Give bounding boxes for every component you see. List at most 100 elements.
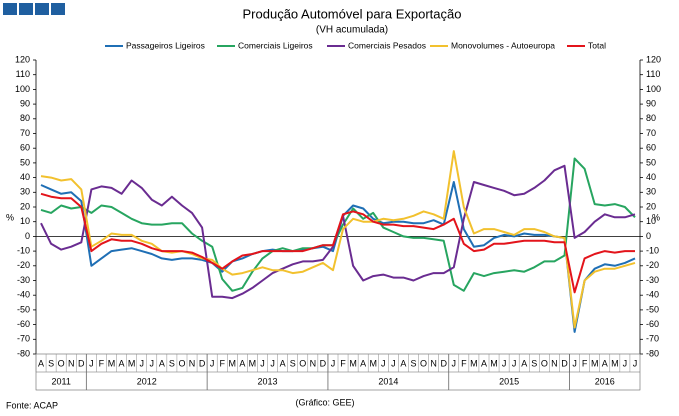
x-tick-label: S	[290, 358, 296, 368]
x-tick-label: S	[169, 358, 175, 368]
x-tick-label: M	[470, 358, 478, 368]
x-tick-label: O	[178, 358, 185, 368]
y-tick-label: 100	[15, 84, 30, 94]
year-label: 2015	[499, 376, 519, 386]
x-tick-label: D	[320, 358, 327, 368]
y-axis-label: %	[6, 212, 14, 222]
x-tick-label: J	[331, 358, 336, 368]
x-tick-label: J	[210, 358, 215, 368]
x-tick-label: S	[531, 358, 537, 368]
x-tick-label: J	[633, 358, 638, 368]
x-tick-label: A	[400, 358, 406, 368]
year-label: 2012	[137, 376, 157, 386]
y-tick-label: 40	[20, 172, 30, 182]
year-label: 2014	[378, 376, 398, 386]
chart-title: Produção Automóvel para Exportação	[243, 6, 462, 21]
x-tick-label: F	[582, 358, 588, 368]
y2-tick-label: 40	[646, 172, 656, 182]
legend-label: Comerciais Pesados	[348, 40, 426, 50]
y-tick-label: 120	[15, 54, 30, 64]
x-tick-label: S	[410, 358, 416, 368]
y2-tick-label: -20	[646, 260, 659, 270]
chart-subtitle: (VH acumulada)	[316, 25, 388, 36]
x-tick-label: D	[78, 358, 85, 368]
x-tick-label: O	[541, 358, 548, 368]
y2-tick-label: -10	[646, 245, 659, 255]
x-tick-label: A	[602, 358, 608, 368]
y-tick-label: 70	[20, 128, 30, 138]
legend-label: Total	[588, 40, 606, 50]
x-tick-label: J	[89, 358, 94, 368]
legend-label: Passageiros Ligeiros	[126, 40, 205, 50]
y2-tick-label: -70	[646, 334, 659, 344]
y-tick-label: 60	[20, 143, 30, 153]
x-tick-label: M	[591, 358, 599, 368]
y-tick-label: -60	[17, 319, 30, 329]
legend-label: Monovolumes - Autoeuropa	[451, 40, 555, 50]
series-line	[40, 157, 636, 292]
y-tick-label: 30	[20, 187, 30, 197]
y-tick-label: 90	[20, 98, 30, 108]
year-label: 2011	[51, 376, 70, 386]
series-line	[40, 192, 635, 294]
y-tick-label: 20	[20, 201, 30, 211]
y-tick-label: 10	[20, 216, 30, 226]
x-tick-label: N	[310, 358, 317, 368]
x-tick-label: J	[270, 358, 275, 368]
y-tick-label: -30	[17, 275, 30, 285]
x-tick-label: N	[551, 358, 558, 368]
y2-tick-label: -60	[646, 319, 659, 329]
y-tick-label: -80	[17, 348, 30, 358]
y2-tick-label: 100	[646, 84, 661, 94]
x-tick-label: J	[381, 358, 386, 368]
x-tick-label: M	[128, 358, 136, 368]
logo-block	[51, 3, 65, 15]
x-tick-label: O	[58, 358, 65, 368]
y2-tick-label: 50	[646, 157, 656, 167]
x-tick-label: O	[299, 358, 306, 368]
y-tick-label: -50	[17, 304, 30, 314]
y2-tick-label: -80	[646, 348, 659, 358]
x-tick-label: J	[260, 358, 265, 368]
x-tick-label: M	[369, 358, 377, 368]
source: Fonte: ACAP	[6, 400, 58, 410]
y-tick-label: -20	[17, 260, 30, 270]
x-tick-label: A	[119, 358, 125, 368]
legend-label: Comerciais Ligeiros	[238, 40, 313, 50]
x-tick-label: J	[512, 358, 517, 368]
y2-tick-label: 90	[646, 98, 656, 108]
x-tick-label: J	[391, 358, 396, 368]
x-tick-label: F	[461, 358, 467, 368]
y2-tick-label: 110	[646, 69, 660, 79]
y-tick-label: 50	[20, 157, 30, 167]
y2-tick-label: 80	[646, 113, 656, 123]
x-tick-label: M	[229, 358, 237, 368]
y-tick-label: 110	[16, 69, 30, 79]
series-line	[40, 150, 636, 329]
y-tick-label: -40	[17, 290, 30, 300]
x-tick-label: A	[521, 358, 527, 368]
x-tick-label: F	[219, 358, 225, 368]
x-tick-label: M	[349, 358, 357, 368]
x-tick-label: A	[360, 358, 366, 368]
y2-tick-label: 120	[646, 54, 661, 64]
y2-tick-label: 0	[646, 231, 651, 241]
x-tick-label: A	[481, 358, 487, 368]
x-tick-label: D	[440, 358, 447, 368]
logo-block	[35, 3, 49, 15]
x-tick-label: J	[502, 358, 507, 368]
y2-tick-label: -40	[646, 290, 659, 300]
x-tick-label: O	[420, 358, 427, 368]
logo-block	[3, 3, 17, 15]
x-tick-label: S	[48, 358, 54, 368]
x-tick-label: J	[139, 358, 144, 368]
year-label: 2016	[595, 376, 615, 386]
credit: (Gráfico: GEE)	[295, 397, 354, 407]
x-tick-label: A	[280, 358, 286, 368]
x-tick-label: J	[623, 358, 628, 368]
y2-tick-label: 30	[646, 187, 656, 197]
x-tick-label: J	[452, 358, 457, 368]
y2-tick-label: 60	[646, 143, 656, 153]
y-tick-label: -10	[17, 245, 30, 255]
